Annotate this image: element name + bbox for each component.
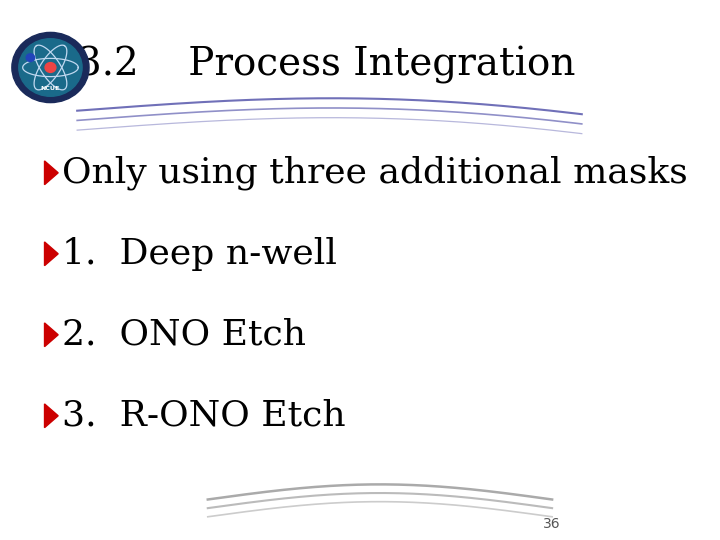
Text: NCUE: NCUE	[41, 86, 60, 91]
Text: 36: 36	[544, 517, 561, 531]
Text: 3.  R-ONO Etch: 3. R-ONO Etch	[63, 399, 346, 433]
Text: 2.  ONO Etch: 2. ONO Etch	[63, 318, 306, 352]
Polygon shape	[45, 404, 58, 428]
Circle shape	[19, 39, 82, 96]
Text: Only using three additional masks: Only using three additional masks	[63, 156, 688, 190]
Text: 1.  Deep n-well: 1. Deep n-well	[63, 237, 338, 271]
Circle shape	[45, 63, 56, 72]
Circle shape	[26, 54, 35, 62]
Text: 3.2    Process Integration: 3.2 Process Integration	[77, 46, 576, 84]
Polygon shape	[45, 242, 58, 266]
Polygon shape	[45, 323, 58, 347]
Polygon shape	[45, 161, 58, 185]
Circle shape	[12, 32, 89, 103]
